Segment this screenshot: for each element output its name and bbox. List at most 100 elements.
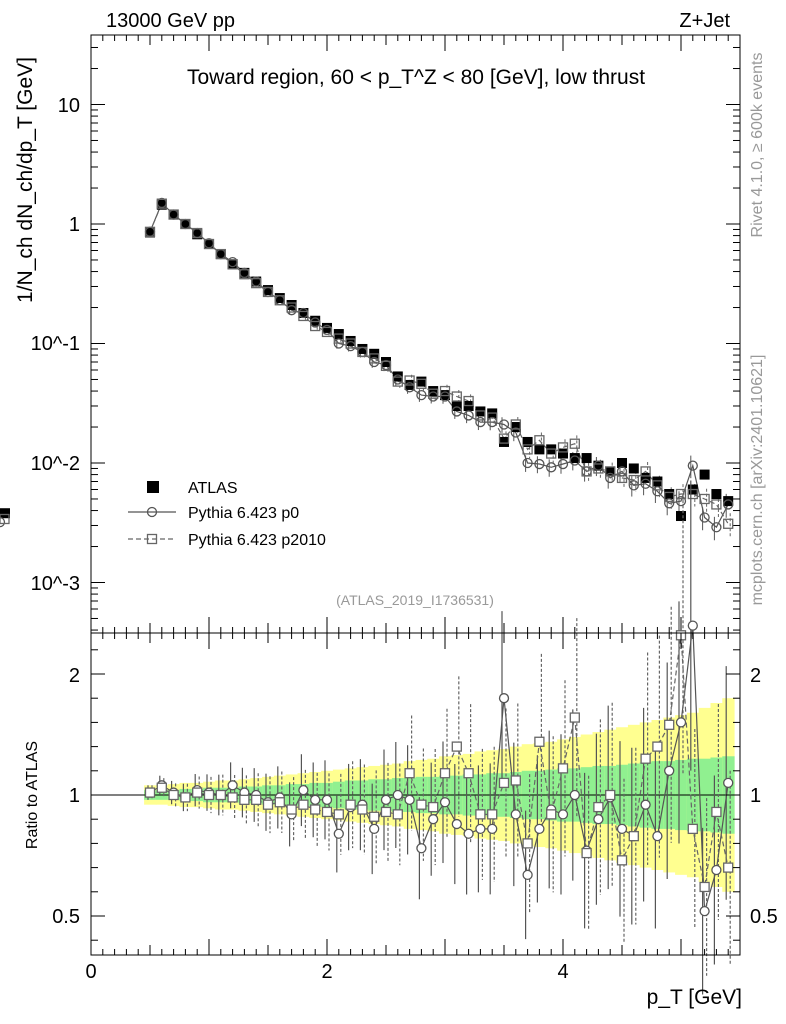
ratio-p0-point <box>593 814 604 825</box>
energy-label: 13000 GeV pp <box>106 10 235 32</box>
ratio-x-ticks <box>90 633 741 955</box>
pythia-p2010-point <box>321 326 333 338</box>
ratio-p2010-point <box>723 862 734 873</box>
pythia-p2010-point <box>569 438 580 449</box>
pythia-p2010-point <box>687 488 698 500</box>
pythia-p0-point <box>557 458 569 470</box>
pythia-p2010-point <box>286 302 297 313</box>
atlas-point <box>156 199 167 210</box>
pythia-p2010-point <box>428 388 439 399</box>
ratio-p2010-point <box>345 799 356 810</box>
pythia-p0-point <box>711 522 722 533</box>
ratio-p2010-point <box>416 799 427 810</box>
atlas-point <box>357 343 368 354</box>
ratio-p0-point <box>380 794 392 805</box>
atlas-point <box>215 249 226 260</box>
atlas-point <box>428 386 439 397</box>
process-label: Z+Jet <box>679 10 730 32</box>
ratio-p0-point <box>616 823 628 835</box>
legend-atlas-marker <box>147 481 159 493</box>
atlas-point <box>263 285 273 296</box>
ratio-p2010-point <box>168 789 179 801</box>
pythia-p0-point <box>569 455 580 466</box>
atlas-point <box>416 376 427 387</box>
ratio-p2010-point <box>699 881 710 893</box>
atlas-point <box>0 508 10 519</box>
x-axis-label: p_T [GeV] <box>647 986 742 1009</box>
pythia-p2010-point <box>557 442 569 453</box>
atlas-point <box>569 453 580 464</box>
ratio-p0-point <box>227 780 238 791</box>
ratio-p2010-point <box>628 830 639 842</box>
ratio-p2010-point <box>369 811 380 822</box>
ratio-p2010-point <box>652 741 663 752</box>
pythia-p0-point <box>534 458 545 470</box>
pythia-p0-point <box>664 498 675 509</box>
pythia-p2010-point <box>156 198 167 209</box>
pythia-p2010-point <box>699 493 710 505</box>
atlas-point <box>723 496 734 507</box>
pythia-p2010-point <box>203 238 215 250</box>
legend-p0-label: Pythia 6.423 p0 <box>188 505 299 522</box>
ratio-panel: Ratio to ATLAS <box>24 480 741 995</box>
ratio-p2010-point <box>215 789 226 801</box>
ratio-p2010-point <box>687 823 698 835</box>
atlas-point <box>522 436 533 447</box>
ratio-p2010-point <box>428 801 439 813</box>
ratio-p2010-point <box>404 768 415 779</box>
atlas-point <box>499 436 509 447</box>
pythia-p2010-point <box>723 518 734 529</box>
ratio-p2010-point <box>640 753 651 764</box>
pythia-p0-point <box>687 460 698 471</box>
ratio-p2010-point <box>262 799 274 810</box>
pythia-p2010-point <box>215 248 226 260</box>
ratio-tick-label-right-0.5: 0.5 <box>750 906 778 928</box>
ratio-p2010-point <box>333 809 344 820</box>
x-tick-label-0: 0 <box>85 961 96 983</box>
ratio-p0-point <box>321 794 333 805</box>
ratio-y-label: Ratio to ATLAS <box>24 741 41 849</box>
atlas-point <box>605 466 616 477</box>
pythia-p2010-point <box>0 513 10 525</box>
ratio-p2010-point <box>180 792 191 803</box>
main-y-label: 1/N_ch dN_ch/dp_T [GeV] <box>14 57 37 303</box>
pythia-p2010-point <box>616 472 628 484</box>
ratio-p2010-point <box>664 719 675 730</box>
pythia-p2010-point <box>180 218 191 230</box>
ratio-tick-label-2: 2 <box>69 665 80 687</box>
pythia-p2010-point <box>510 419 521 430</box>
atlas-point <box>345 335 356 346</box>
main-y-ticks <box>91 46 740 631</box>
x-tick-label-4: 4 <box>557 961 568 983</box>
atlas-point <box>286 299 297 310</box>
legend-p2010-marker <box>146 533 158 545</box>
ratio-p2010-point <box>227 792 238 803</box>
pythia-p2010-point <box>310 320 321 332</box>
pythia-p0-point <box>0 516 6 528</box>
pythia-p2010-point <box>168 209 179 220</box>
ratio-p0-point <box>439 797 451 808</box>
y-tick-label-10: 10 <box>58 95 80 117</box>
ratio-p0-point <box>392 789 403 801</box>
pythia-p2010-point <box>251 277 262 289</box>
ratio-p0-point <box>428 814 439 825</box>
ratio-p2010-point <box>534 736 545 747</box>
pythia-p2010-point <box>581 466 592 477</box>
ratio-p0-point <box>699 906 710 917</box>
pythia-p0-point <box>616 466 628 477</box>
ratio-p0-point <box>664 765 675 776</box>
pythia-p2010-point <box>487 412 498 423</box>
ratio-p2010-point <box>192 787 203 798</box>
ratio-tick-label-right-1: 1 <box>750 785 761 807</box>
pythia-p2010-point <box>593 463 604 474</box>
ratio-p2010-points <box>144 630 734 893</box>
ratio-p2010-point <box>144 787 156 798</box>
atlas-point <box>628 463 639 474</box>
ratio-p0-point <box>498 693 510 704</box>
atlas-point <box>381 357 391 368</box>
y-tick-label-1e-2: 10^-2 <box>31 453 80 475</box>
pythia-p0-point <box>605 472 616 484</box>
pythia-p0-point <box>652 486 663 497</box>
pythia-p0-point <box>675 495 687 507</box>
